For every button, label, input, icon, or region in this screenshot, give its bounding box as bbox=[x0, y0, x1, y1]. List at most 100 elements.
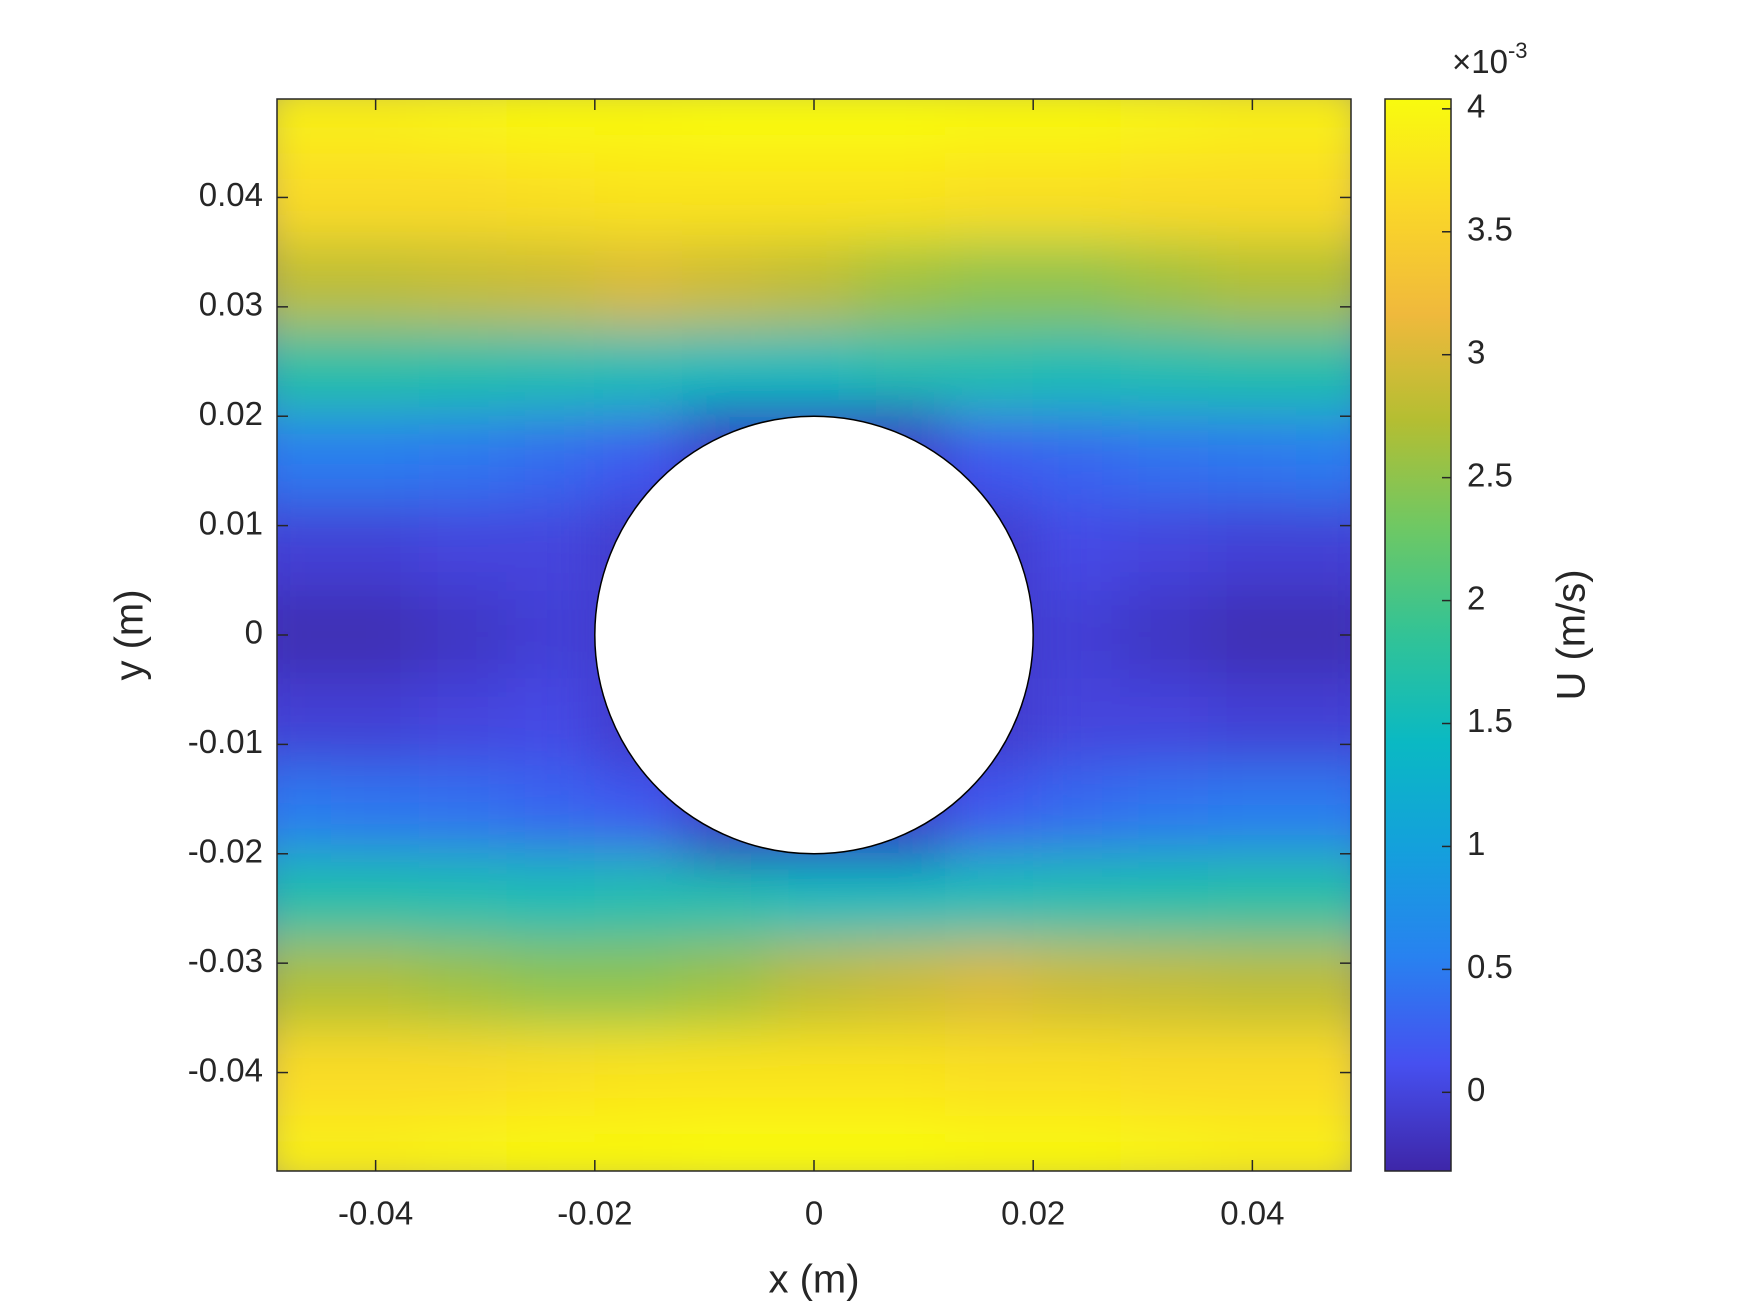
field-cell bbox=[1032, 940, 1122, 1030]
y-tick-label: 0 bbox=[245, 614, 263, 651]
field-cell bbox=[681, 153, 771, 242]
field-cell bbox=[857, 328, 947, 417]
field-cell bbox=[277, 415, 333, 505]
field-cell bbox=[418, 1115, 508, 1171]
field-cell bbox=[331, 853, 420, 942]
colorbar-tick-label: 2.5 bbox=[1467, 456, 1513, 493]
field-cell bbox=[1120, 590, 1210, 680]
y-tick-label: 0.02 bbox=[199, 395, 263, 432]
x-tick-label: -0.02 bbox=[557, 1195, 632, 1232]
field-cell bbox=[418, 503, 508, 592]
field bbox=[277, 99, 1351, 1171]
colorbar-label: U (m/s) bbox=[1550, 569, 1594, 700]
field-cell bbox=[769, 1028, 859, 1117]
x-tick-label: 0 bbox=[805, 1195, 823, 1232]
field-cell bbox=[769, 240, 859, 330]
field-cell bbox=[857, 1028, 947, 1117]
field-cell bbox=[1295, 678, 1351, 767]
field-cell bbox=[857, 1115, 947, 1171]
field-cell bbox=[681, 240, 771, 330]
field-cell bbox=[506, 328, 596, 417]
field-cell bbox=[277, 853, 333, 942]
field-cell bbox=[681, 940, 771, 1030]
field-cell bbox=[506, 415, 596, 505]
field-cell bbox=[945, 153, 1034, 242]
field-cell bbox=[331, 415, 420, 505]
field-cell bbox=[331, 153, 420, 242]
field-cell bbox=[418, 1028, 508, 1117]
field-cell bbox=[418, 590, 508, 680]
field-cell bbox=[506, 590, 596, 680]
field-cell bbox=[1295, 1115, 1351, 1171]
field-cell bbox=[1032, 590, 1122, 680]
field-cell bbox=[1208, 240, 1297, 330]
field-cell bbox=[1032, 503, 1122, 592]
field-cell bbox=[1032, 1115, 1122, 1171]
field-cell bbox=[506, 240, 596, 330]
field-cell bbox=[277, 328, 333, 417]
field-cell bbox=[418, 99, 508, 155]
colorbar-tick-label: 3.5 bbox=[1467, 210, 1513, 247]
colorbar-tick-label: 3 bbox=[1467, 333, 1485, 370]
field-cell bbox=[594, 1028, 683, 1117]
colorbar-tick-label: 0 bbox=[1467, 1071, 1485, 1108]
field-cell bbox=[1295, 328, 1351, 417]
y-tick-label: 0.04 bbox=[199, 176, 263, 213]
field-cell bbox=[1032, 328, 1122, 417]
field-cell bbox=[945, 99, 1034, 155]
field-cell bbox=[594, 1115, 683, 1171]
y-tick-label: -0.01 bbox=[188, 723, 263, 760]
field-cell bbox=[1032, 853, 1122, 942]
field-cell bbox=[1208, 940, 1297, 1030]
field-cell bbox=[331, 590, 420, 680]
field-cell bbox=[418, 678, 508, 767]
field-cell bbox=[594, 240, 683, 330]
field-cell bbox=[594, 99, 683, 155]
colorbar-tick-label: 1 bbox=[1467, 825, 1485, 862]
field-cell bbox=[418, 940, 508, 1030]
x-tick-label: 0.02 bbox=[1001, 1195, 1065, 1232]
field-cell bbox=[418, 415, 508, 505]
field-cell bbox=[857, 853, 947, 942]
field-cell bbox=[681, 853, 771, 942]
field-cell bbox=[945, 853, 1034, 942]
field-cell bbox=[1295, 99, 1351, 155]
colorbar-tick-label: 4 bbox=[1467, 88, 1485, 125]
field-cell bbox=[1208, 678, 1297, 767]
field-cell bbox=[1120, 240, 1210, 330]
y-tick-label: 0.03 bbox=[199, 286, 263, 323]
field-cell bbox=[506, 940, 596, 1030]
field-cell bbox=[331, 240, 420, 330]
field-cell bbox=[1120, 1028, 1210, 1117]
field-cell bbox=[1032, 765, 1122, 855]
field-cell bbox=[506, 853, 596, 942]
field-cell bbox=[1120, 765, 1210, 855]
field-cell bbox=[1208, 503, 1297, 592]
field-cell bbox=[857, 240, 947, 330]
y-tick-label: -0.04 bbox=[188, 1051, 263, 1088]
field-cell bbox=[1120, 153, 1210, 242]
field-cell bbox=[945, 1115, 1034, 1171]
field-cell bbox=[769, 853, 859, 942]
y-tick-label: -0.02 bbox=[188, 832, 263, 869]
field-cell bbox=[1120, 940, 1210, 1030]
field-cell bbox=[769, 328, 859, 417]
field-cell bbox=[418, 853, 508, 942]
field-cell bbox=[1295, 853, 1351, 942]
field-cell bbox=[418, 765, 508, 855]
field-cell bbox=[1120, 853, 1210, 942]
field-cell bbox=[1208, 415, 1297, 505]
field-cell bbox=[331, 765, 420, 855]
field-cell bbox=[594, 940, 683, 1030]
field-cell bbox=[1295, 503, 1351, 592]
exponent-power: -3 bbox=[1508, 38, 1528, 63]
field-cell bbox=[506, 153, 596, 242]
colorbar-tick-label: 2 bbox=[1467, 579, 1485, 616]
field-cell bbox=[594, 853, 683, 942]
field-cell bbox=[1120, 503, 1210, 592]
field-cell bbox=[1208, 590, 1297, 680]
obstacle bbox=[594, 415, 1034, 855]
field-cell bbox=[277, 678, 333, 767]
field-cell bbox=[945, 940, 1034, 1030]
